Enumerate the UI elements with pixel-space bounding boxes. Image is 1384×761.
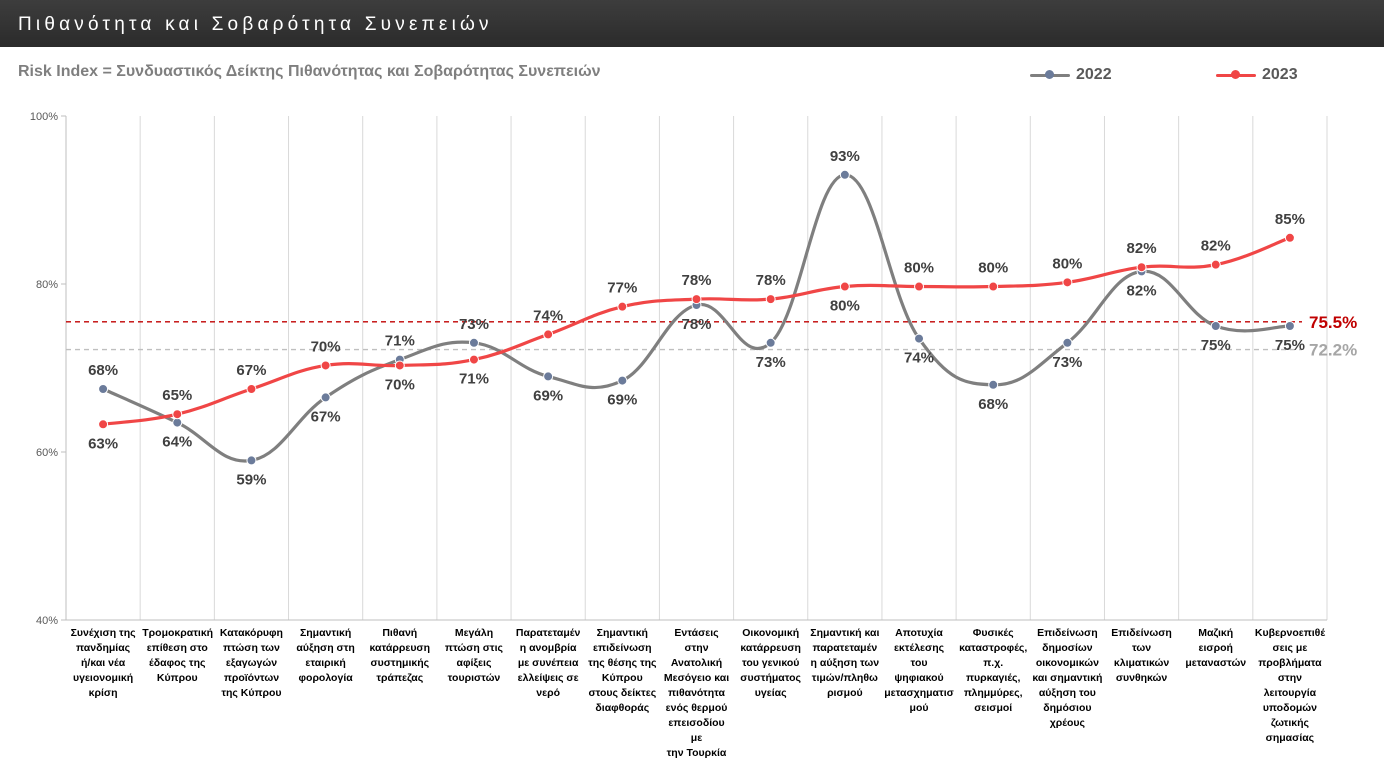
category-label: Πιθανή κατάρρευση συστημικής τράπεζας bbox=[369, 627, 431, 684]
point-2023 bbox=[172, 409, 183, 420]
point-2022 bbox=[1210, 321, 1221, 331]
data-label-2023: 74% bbox=[533, 307, 563, 324]
point-2022 bbox=[839, 169, 850, 180]
data-label-2023: 71% bbox=[459, 371, 489, 388]
data-label-2022: 75% bbox=[1275, 337, 1305, 354]
data-label-2022: 69% bbox=[607, 392, 637, 409]
data-label-2023: 80% bbox=[830, 298, 860, 315]
category-label: Μαζική εισροή μεταναστών bbox=[1185, 627, 1247, 669]
category-label: Τρομοκρατική επίθεση στο έδαφος της Κύπρου bbox=[142, 627, 214, 684]
point-2023 bbox=[691, 294, 702, 305]
category-label: Εντάσεις στην Ανατολική Μεσόγειο και πιθανό… bbox=[663, 627, 730, 759]
data-label-2022: 75% bbox=[1201, 337, 1231, 354]
data-label-2023: 77% bbox=[607, 280, 637, 297]
legend-label-2022: 2022 bbox=[1076, 66, 1112, 83]
data-label-2022: 68% bbox=[88, 362, 118, 379]
legend-swatch-2022 bbox=[1030, 67, 1070, 83]
y-tick-label: 60% bbox=[36, 447, 58, 459]
chart-subtitle: Risk Index = Συνδυαστικός Δείκτης Πιθανό… bbox=[18, 63, 601, 80]
data-label-2023: 82% bbox=[1201, 238, 1231, 255]
y-tick-label: 100% bbox=[30, 111, 58, 123]
data-label-2022: 82% bbox=[1127, 282, 1157, 299]
category-label: Επιδείνωση δημοσίων οικονομικών και σημαντι… bbox=[1032, 627, 1103, 729]
category-label: Φυσικές καταστροφές, π.χ. πυρκαγιές, πλημμύρ… bbox=[959, 627, 1028, 714]
category-label: Παρατεταμέν η ανομβρία με συνέπεια ελλείψει… bbox=[515, 627, 581, 699]
category-label: Αποτυχία εκτέλεσης του ψηφιακού μετασχηματισ… bbox=[884, 627, 954, 714]
data-label-2023: 78% bbox=[681, 272, 711, 289]
data-label-2022: 74% bbox=[904, 350, 934, 367]
y-tick-label: 80% bbox=[36, 279, 58, 291]
category-label: Μεγάλη πτώση στις αφίξεις τουριστών bbox=[444, 627, 503, 684]
data-label-2022: 68% bbox=[978, 396, 1008, 413]
point-2023 bbox=[914, 281, 925, 292]
data-label-2023: 78% bbox=[756, 272, 786, 289]
data-label-2023: 65% bbox=[162, 387, 192, 404]
reference-line-label: 75.5% bbox=[1309, 313, 1357, 332]
data-label-2022: 59% bbox=[236, 471, 266, 488]
legend-label-2023: 2023 bbox=[1262, 66, 1298, 83]
point-2022 bbox=[98, 384, 109, 394]
point-2023 bbox=[246, 384, 257, 394]
category-label: Σημαντική και παρατεταμέν η αύξηση των τιμώ… bbox=[810, 627, 880, 699]
data-label-2022: 93% bbox=[830, 148, 860, 165]
data-label-2023: 80% bbox=[904, 260, 934, 277]
category-label: Σημαντική επιδείνωση της θέσης της Κύπρου στ… bbox=[588, 627, 657, 714]
point-2022 bbox=[172, 417, 183, 428]
data-label-2022: 78% bbox=[681, 316, 711, 333]
point-2022 bbox=[1062, 337, 1073, 348]
data-label-2022: 73% bbox=[459, 316, 489, 333]
data-label-2022: 71% bbox=[385, 333, 415, 350]
category-label: Σημαντική αύξηση στη εταιρική φορολογία bbox=[296, 627, 355, 684]
category-label: Κυβερνοεπιθέ σεις με προβλήματα στην λειτουρ… bbox=[1254, 627, 1326, 744]
title-bar: Πιθανότητα και Σοβαρότητα Συνεπειών bbox=[0, 0, 1384, 47]
point-2022 bbox=[914, 333, 925, 344]
legend-item-2022: 2022 bbox=[1030, 65, 1112, 85]
point-2022 bbox=[1284, 321, 1295, 331]
data-label-2023: 80% bbox=[978, 260, 1008, 277]
data-label-2023: 70% bbox=[385, 376, 415, 393]
data-label-2023: 63% bbox=[88, 435, 118, 452]
point-2023 bbox=[394, 360, 405, 371]
data-label-2023: 80% bbox=[1052, 255, 1082, 272]
point-2022 bbox=[468, 337, 479, 348]
point-2023 bbox=[543, 329, 554, 340]
point-2023 bbox=[1062, 277, 1073, 288]
point-2022 bbox=[246, 455, 257, 466]
data-label-2022: 73% bbox=[756, 354, 786, 371]
point-2023 bbox=[320, 360, 331, 371]
y-tick-label: 40% bbox=[36, 615, 58, 627]
point-2023 bbox=[765, 294, 776, 305]
point-2023 bbox=[468, 354, 479, 365]
category-label: Κατακόρυφη πτώση των εξαγωγών προϊόντων της … bbox=[219, 627, 283, 699]
point-2023 bbox=[1136, 262, 1147, 273]
data-label-2022: 64% bbox=[162, 434, 192, 451]
data-label-2022: 69% bbox=[533, 387, 563, 404]
point-2023 bbox=[1210, 259, 1221, 270]
reference-line-label: 72.2% bbox=[1309, 341, 1357, 360]
point-2022 bbox=[988, 379, 999, 390]
point-2023 bbox=[98, 419, 109, 430]
point-2022 bbox=[320, 392, 331, 403]
category-label: Επιδείνωση των κλιματικών συνθηκών bbox=[1111, 627, 1172, 684]
page-title: Πιθανότητα και Σοβαρότητα Συνεπειών bbox=[18, 14, 493, 35]
point-2022 bbox=[765, 337, 776, 348]
legend-item-2023: 2023 bbox=[1216, 65, 1298, 85]
point-2022 bbox=[543, 371, 554, 382]
series-line-2022 bbox=[102, 173, 1290, 463]
data-label-2023: 85% bbox=[1275, 211, 1305, 228]
point-2023 bbox=[617, 301, 628, 312]
data-label-2023: 82% bbox=[1127, 240, 1157, 257]
data-label-2023: 67% bbox=[236, 362, 266, 379]
point-2023 bbox=[839, 281, 850, 292]
legend-swatch-2023 bbox=[1216, 67, 1256, 83]
category-label: Συνέχιση της πανδημίας ή/και νέα υγειονομικ… bbox=[70, 627, 136, 699]
point-2023 bbox=[1284, 232, 1295, 243]
data-label-2023: 70% bbox=[311, 338, 341, 355]
data-label-2022: 67% bbox=[311, 408, 341, 425]
category-label: Οικονομική κατάρρευση του γενικού συστήματο… bbox=[740, 627, 802, 699]
data-label-2022: 73% bbox=[1052, 354, 1082, 371]
point-2022 bbox=[617, 375, 628, 386]
point-2023 bbox=[988, 281, 999, 292]
